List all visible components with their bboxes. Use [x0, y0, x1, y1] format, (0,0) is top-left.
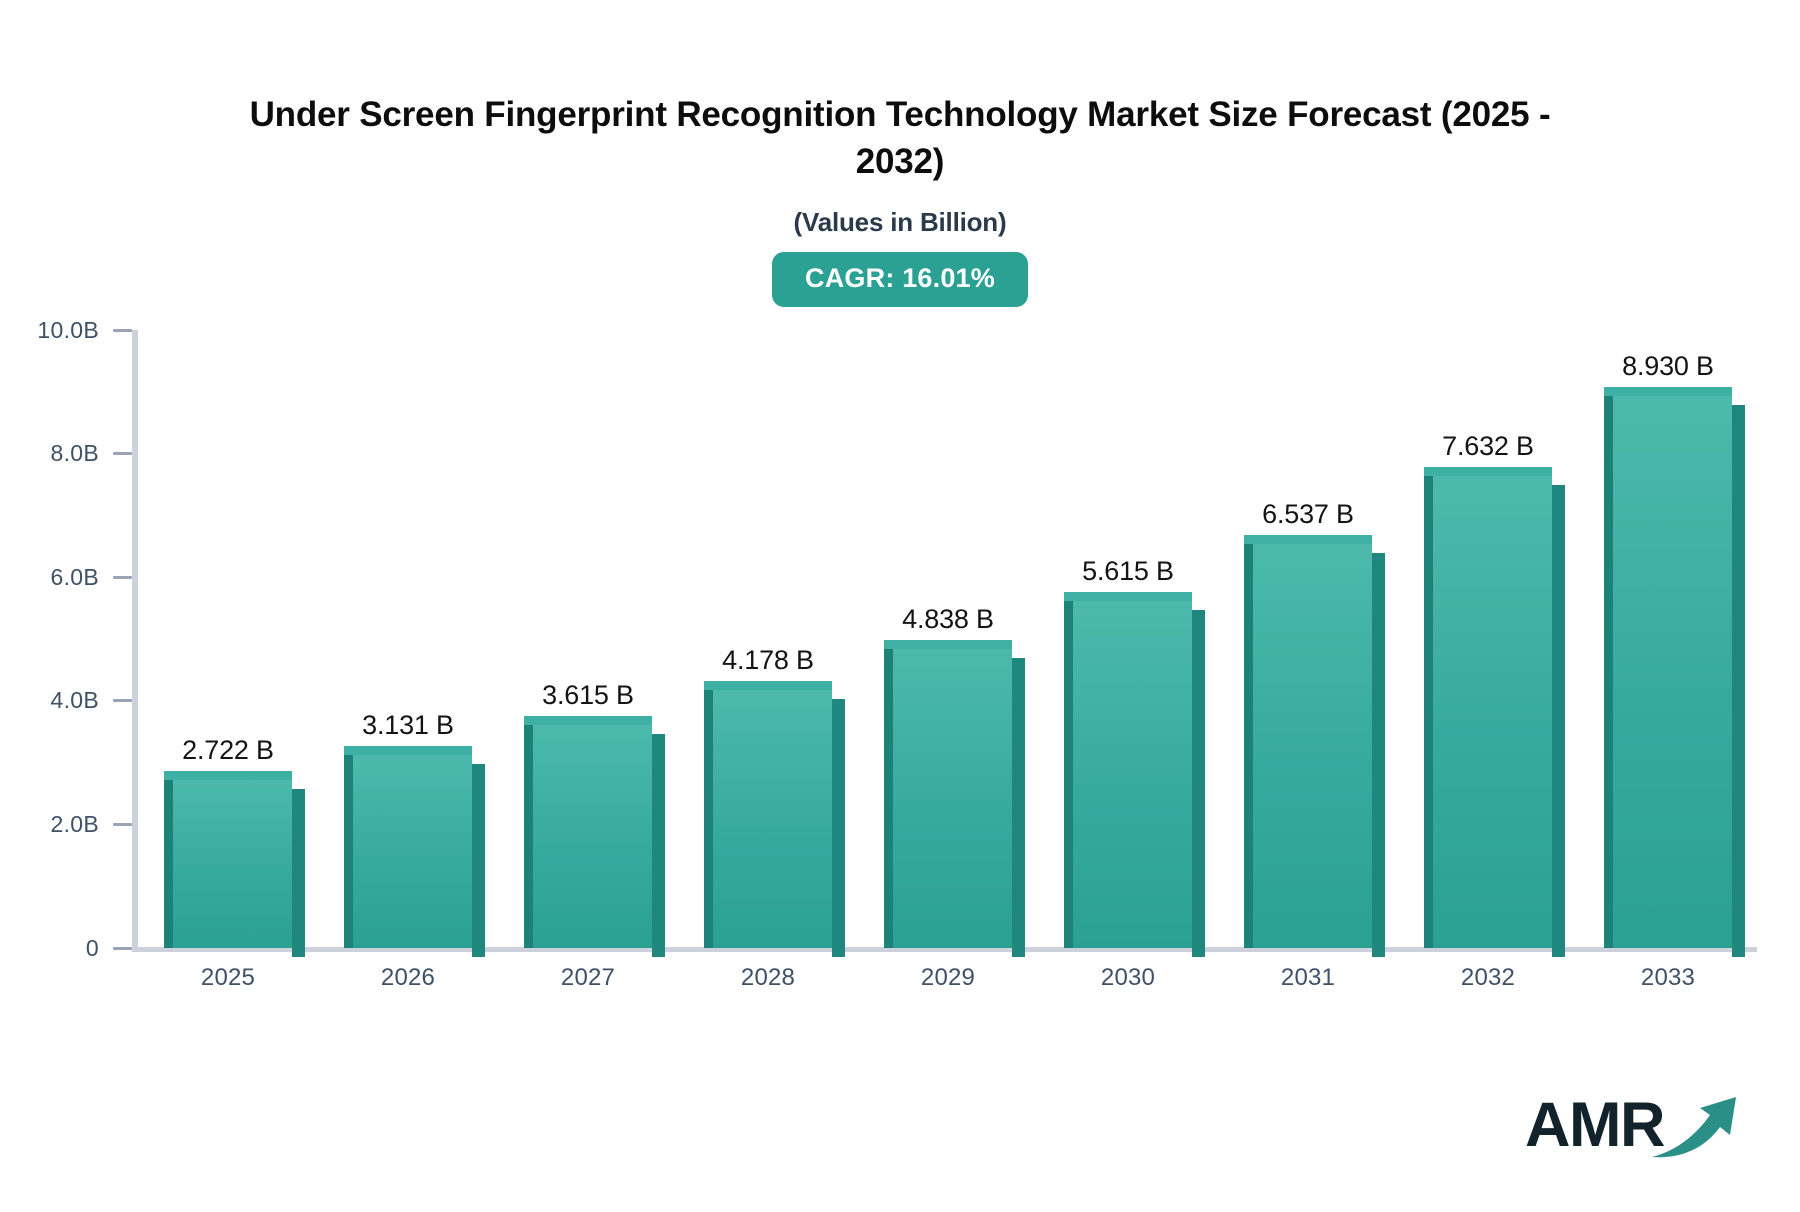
bar-side-face	[1012, 658, 1025, 957]
x-axis-tick-label: 2025	[200, 964, 256, 991]
y-axis-tick-mark	[113, 822, 132, 826]
y-axis-tick: 8.0B	[50, 440, 132, 466]
x-axis: 2025 2026 2027 2028 2029 2030 2031 2032 2033	[138, 964, 1758, 992]
bar-slot: 2.722 B	[138, 330, 318, 957]
y-axis-tick: 10.0B	[37, 317, 132, 343]
bars-container: 2.722 B 3.131 B 3.615 B 4.178 B 4.838 B 5.615…	[138, 330, 1758, 957]
y-axis-tick-mark	[113, 452, 132, 456]
bar-group[interactable]: 4.178 B	[704, 645, 845, 957]
bar-top-face	[1064, 592, 1192, 601]
y-axis-tick-mark	[113, 946, 132, 950]
bar-value-label: 2.722 B	[182, 734, 274, 765]
bar[interactable]	[164, 770, 305, 957]
x-axis-tick-label: 2030	[1100, 964, 1156, 991]
bar-group[interactable]: 3.131 B	[344, 710, 485, 957]
bar-side-face	[1552, 485, 1565, 957]
x-axis-tick-label: 2026	[380, 964, 436, 991]
bar[interactable]	[1424, 467, 1565, 957]
bar-side-face	[1732, 405, 1745, 957]
bar-slot: 6.537 B	[1218, 330, 1398, 957]
bar-top-face	[1244, 535, 1372, 545]
bar[interactable]	[1604, 387, 1745, 957]
bar-side-face	[832, 698, 845, 957]
y-axis-tick-label: 8.0B	[50, 440, 99, 467]
x-axis-tick-label: 2033	[1640, 964, 1696, 991]
bar-top-face	[1604, 387, 1732, 397]
bar-group[interactable]: 8.930 B	[1604, 351, 1745, 957]
bar-group[interactable]: 3.615 B	[524, 680, 665, 957]
bar[interactable]	[884, 640, 1025, 957]
y-axis-tick: 0	[86, 935, 132, 961]
bar-group[interactable]: 5.615 B	[1064, 556, 1205, 957]
bar-value-label: 3.615 B	[542, 679, 634, 710]
bar-slot: 7.632 B	[1398, 330, 1578, 957]
bar-value-label: 6.537 B	[1262, 499, 1354, 530]
x-axis-tick-label: 2029	[920, 964, 976, 991]
bar-value-label: 4.838 B	[902, 604, 994, 635]
x-axis-tick-label: 2027	[560, 964, 616, 991]
bar[interactable]	[524, 715, 665, 957]
bar-slot: 8.930 B	[1578, 330, 1758, 957]
y-axis-tick-mark	[113, 699, 132, 703]
bar-value-label: 8.930 B	[1622, 351, 1714, 382]
bar-slot: 4.838 B	[858, 330, 1038, 957]
plot-area: 10.0B 8.0B 6.0B 4.0B 2.0B 0 2.722 B 3.131 B 3.6…	[0, 317, 1800, 992]
bar[interactable]	[1244, 535, 1385, 957]
bar[interactable]	[1064, 592, 1205, 957]
bar-side-face	[1192, 610, 1205, 957]
y-axis-tick-label: 2.0B	[50, 810, 99, 837]
y-axis-tick-mark	[113, 328, 132, 332]
bar-top-face	[164, 770, 292, 780]
bar-slot: 4.178 B	[678, 330, 858, 957]
y-axis: 10.0B 8.0B 6.0B 4.0B 2.0B 0	[0, 317, 132, 961]
bar-slot: 3.131 B	[318, 330, 498, 957]
bar-value-label: 7.632 B	[1442, 431, 1534, 462]
bar-slot: 5.615 B	[1038, 330, 1218, 957]
x-axis-tick-label: 2031	[1280, 964, 1336, 991]
y-axis-tick-mark	[113, 575, 132, 579]
bar-side-face	[652, 733, 665, 957]
y-axis-tick: 2.0B	[50, 811, 132, 837]
bar-group[interactable]: 4.838 B	[884, 604, 1025, 957]
x-axis-tick-label: 2028	[740, 964, 796, 991]
bar-top-face	[524, 715, 652, 725]
cagr-badge: CAGR: 16.01%	[772, 252, 1028, 308]
x-axis-line	[132, 947, 1757, 952]
bar-side-face	[292, 788, 305, 957]
bar-side-face	[1372, 553, 1385, 957]
y-axis-tick-label: 4.0B	[50, 687, 99, 714]
bar-top-face	[704, 680, 832, 690]
y-axis-tick: 4.0B	[50, 687, 132, 713]
bar-value-label: 3.131 B	[362, 709, 454, 740]
bar-side-face	[472, 763, 485, 957]
bar-slot: 3.615 B	[498, 330, 678, 957]
x-axis-tick-label: 2032	[1460, 964, 1516, 991]
bar-top-face	[884, 640, 1012, 650]
chart-title: Under Screen Fingerprint Recognition Tec…	[249, 95, 1551, 181]
bar-value-label: 5.615 B	[1082, 556, 1174, 586]
growth-arrow-icon	[1650, 1091, 1742, 1170]
y-axis-tick-label: 10.0B	[37, 316, 99, 343]
bar-group[interactable]: 7.632 B	[1424, 431, 1565, 957]
logo-wordmark: AMR	[1525, 1090, 1665, 1160]
bar-value-label: 4.178 B	[722, 644, 814, 675]
y-axis-tick-label: 0	[85, 934, 99, 961]
amr-logo: AMR	[1525, 1081, 1742, 1170]
bar-group[interactable]: 2.722 B	[164, 735, 305, 957]
y-axis-tick: 6.0B	[50, 564, 132, 590]
chart-header: Under Screen Fingerprint Recognition Tec…	[0, 0, 1800, 308]
bar-top-face	[1424, 467, 1552, 477]
y-axis-tick-label: 6.0B	[50, 563, 99, 590]
bar[interactable]	[704, 680, 845, 957]
bar-group[interactable]: 6.537 B	[1244, 499, 1385, 957]
bar-top-face	[344, 745, 472, 755]
chart-subtitle: (Values in Billion)	[793, 207, 1007, 238]
bar[interactable]	[344, 745, 485, 957]
y-axis-line	[132, 330, 138, 950]
